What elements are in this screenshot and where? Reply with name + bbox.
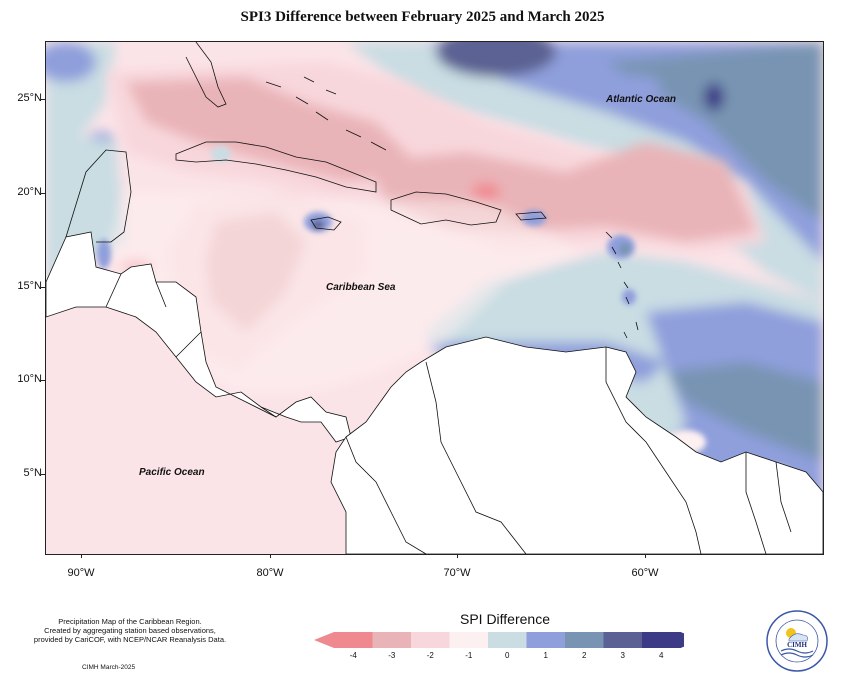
land-mask xyxy=(46,231,823,554)
legend-swatch xyxy=(488,632,527,648)
spi-map: Atlantic Ocean Caribbean Sea Pacific Oce… xyxy=(45,41,824,555)
lon-label-90w: 90°W xyxy=(67,567,95,579)
credits-line-2: Created by aggregating station based obs… xyxy=(44,626,216,635)
lat-label-5n: 5°N xyxy=(23,467,42,479)
credits-line-3: provided by CariCOF, with NCEP/NCAR Rean… xyxy=(33,635,227,644)
lat-label-25n: 25°N xyxy=(17,92,42,104)
legend-swatch xyxy=(334,632,373,648)
lon-tick xyxy=(270,554,271,558)
legend-swatch xyxy=(411,632,450,648)
legend-tick-label: 0 xyxy=(505,651,510,660)
lon-tick xyxy=(81,554,82,558)
logo-text: CIMH xyxy=(787,641,807,649)
lon-tick xyxy=(457,554,458,558)
legend-swatch xyxy=(642,632,681,648)
caribbean-sea-label: Caribbean Sea xyxy=(326,282,396,293)
borders-layer xyxy=(65,42,792,554)
legend-colorbar xyxy=(314,632,684,648)
lat-tick xyxy=(41,193,45,194)
lat-tick xyxy=(41,474,45,475)
credits-date: CIMH March-2025 xyxy=(82,664,136,671)
map-title: SPI3 Difference between February 2025 an… xyxy=(240,9,605,25)
lon-label-80w: 80°W xyxy=(256,567,284,579)
legend-swatch xyxy=(526,632,566,648)
lat-label-20n: 20°N xyxy=(17,186,42,198)
legend-tick-label: 2 xyxy=(582,651,587,660)
legend-tick-label: -4 xyxy=(349,651,357,660)
legend-swatch xyxy=(603,632,643,648)
legend-tick-label: 4 xyxy=(659,651,664,660)
legend-tick-label: -1 xyxy=(465,651,473,660)
legend-tick-label: -2 xyxy=(426,651,434,660)
lon-tick xyxy=(645,554,646,558)
lon-label-70w: 70°W xyxy=(443,567,471,579)
spi-field-layer xyxy=(46,42,823,554)
pacific-ocean-label: Pacific Ocean xyxy=(139,467,205,478)
legend-title: SPI Difference xyxy=(459,611,550,627)
legend-arrow-right xyxy=(680,632,684,648)
legend-tick-label: -3 xyxy=(388,651,396,660)
cimh-logo-icon: CIMH xyxy=(766,610,828,672)
atlantic-ocean-label: Atlantic Ocean xyxy=(606,94,677,105)
legend-tick-label: 1 xyxy=(543,651,548,660)
legend-swatch xyxy=(565,632,604,648)
credits-block: Precipitation Map of the Caribbean Regio… xyxy=(12,617,248,644)
legend-arrow-left xyxy=(314,632,334,648)
legend-swatch xyxy=(449,632,489,648)
lat-label-15n: 15°N xyxy=(17,280,42,292)
legend-swatch xyxy=(372,632,412,648)
lat-tick xyxy=(41,287,45,288)
lon-label-60w: 60°W xyxy=(631,567,659,579)
lat-tick xyxy=(41,380,45,381)
lat-tick xyxy=(41,99,45,100)
lat-label-10n: 10°N xyxy=(17,373,42,385)
legend-tick-label: 3 xyxy=(620,651,625,660)
credits-line-1: Precipitation Map of the Caribbean Regio… xyxy=(58,617,202,626)
